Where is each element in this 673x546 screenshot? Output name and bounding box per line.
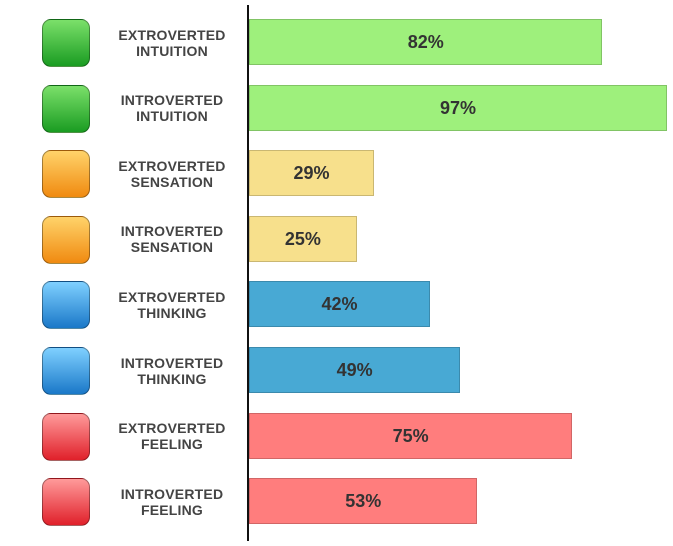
icon xyxy=(42,19,90,67)
category-label: INTROVERTED THINKING xyxy=(120,354,224,387)
value-label: 29% xyxy=(293,163,330,184)
icon xyxy=(42,281,90,330)
bar xyxy=(249,84,668,131)
value-label: 97% xyxy=(440,97,477,118)
value-label: 82% xyxy=(407,32,444,52)
icon xyxy=(42,412,90,461)
category-label: INTROVERTED SENSATION xyxy=(120,223,224,256)
value-label: 75% xyxy=(392,425,429,446)
category-label: EXTROVERTED SENSATION xyxy=(118,157,226,190)
category-label: INTROVERTED FEELING xyxy=(120,485,224,518)
value-label: 53% xyxy=(345,491,382,512)
bar xyxy=(249,412,573,459)
bar xyxy=(249,281,431,328)
category-label: INTROVERTED INTUITION xyxy=(120,92,224,125)
category-label: EXTROVERTED FEELING xyxy=(118,420,226,453)
bar xyxy=(249,19,603,65)
icon xyxy=(42,478,90,527)
bar xyxy=(249,347,461,393)
icon xyxy=(42,347,90,395)
axis-line xyxy=(247,5,249,541)
bar xyxy=(249,150,374,197)
value-label: 49% xyxy=(336,360,373,380)
category-label: EXTROVERTED THINKING xyxy=(118,288,226,321)
icon xyxy=(42,84,90,133)
icon xyxy=(42,150,90,199)
bar xyxy=(249,478,478,525)
value-label: 42% xyxy=(321,294,358,315)
value-label: 25% xyxy=(284,228,321,249)
bar xyxy=(249,215,357,262)
icon xyxy=(42,215,90,264)
category-label: EXTROVERTED INTUITION xyxy=(118,26,226,59)
